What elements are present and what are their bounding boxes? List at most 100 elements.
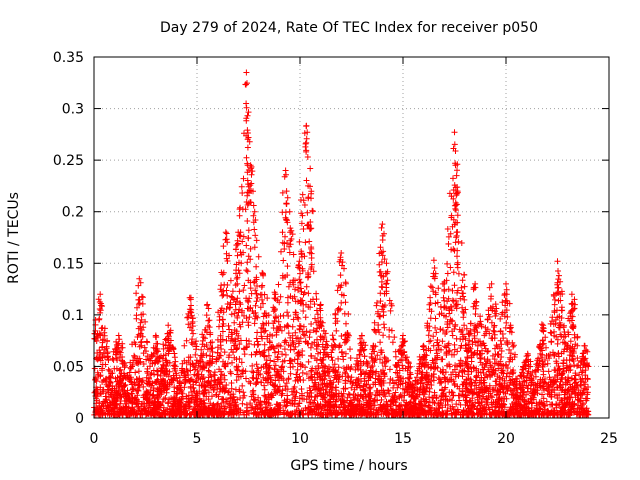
data-point: [181, 406, 187, 413]
data-point: [338, 291, 345, 298]
data-point: [265, 320, 272, 327]
data-point: [265, 352, 272, 359]
data-point: [249, 368, 256, 375]
data-point: [227, 368, 234, 375]
data-point: [100, 398, 107, 405]
data-point: [441, 343, 448, 350]
data-point: [229, 288, 236, 295]
data-point: [234, 280, 241, 287]
data-point: [116, 411, 123, 418]
data-point: [220, 386, 227, 393]
data-point: [533, 402, 540, 409]
data-point: [307, 329, 313, 336]
data-point: [241, 351, 248, 358]
data-point: [279, 390, 286, 397]
data-point: [96, 402, 103, 409]
data-point: [374, 299, 380, 306]
data-point: [320, 349, 327, 356]
data-point: [239, 368, 246, 375]
data-point: [379, 360, 386, 366]
data-point: [396, 367, 403, 374]
data-point: [478, 381, 485, 387]
data-point: [560, 357, 567, 364]
data-point: [470, 390, 477, 397]
data-point: [473, 365, 480, 372]
data-point: [450, 175, 456, 182]
data-point: [534, 360, 541, 367]
data-point: [373, 329, 379, 336]
data-point: [140, 361, 147, 367]
data-point: [392, 369, 399, 376]
data-point: [338, 299, 345, 306]
data-point: [417, 384, 424, 391]
data-point: [233, 298, 240, 305]
data-point: [387, 398, 394, 405]
data-point: [254, 378, 261, 385]
data-point: [358, 362, 364, 369]
data-point: [314, 336, 320, 343]
data-point: [512, 382, 519, 389]
data-point: [245, 299, 252, 305]
data-point: [403, 354, 410, 361]
data-point: [255, 253, 262, 260]
data-point: [271, 408, 278, 415]
data-point: [208, 384, 214, 391]
data-point: [138, 327, 145, 333]
data-point: [459, 373, 466, 380]
data-point: [308, 264, 315, 270]
data-point: [122, 404, 129, 411]
data-point: [364, 362, 371, 369]
data-point: [419, 409, 426, 416]
data-point: [213, 391, 220, 398]
data-point: [466, 398, 473, 405]
data-point: [141, 400, 148, 407]
data-point: [254, 283, 260, 289]
data-point: [556, 370, 563, 377]
data-point: [551, 301, 558, 308]
data-point: [568, 375, 575, 382]
data-point: [231, 319, 238, 326]
data-point: [402, 365, 409, 372]
data-point: [548, 338, 555, 345]
data-point: [355, 392, 361, 398]
data-point: [388, 300, 395, 307]
data-point: [263, 360, 270, 367]
data-point: [442, 330, 449, 337]
data-point: [178, 389, 185, 396]
data-point: [146, 398, 153, 405]
data-point: [147, 355, 153, 362]
data-point: [456, 369, 463, 376]
data-point: [199, 331, 206, 338]
data-point: [98, 325, 105, 332]
data-point: [103, 343, 110, 350]
data-point: [452, 239, 459, 246]
data-point: [169, 411, 176, 418]
data-point: [208, 373, 215, 380]
data-point: [562, 409, 569, 416]
data-point: [432, 409, 439, 416]
data-point: [268, 393, 274, 400]
data-point: [300, 226, 307, 232]
data-point: [311, 339, 318, 346]
data-point: [342, 280, 349, 287]
data-point: [150, 385, 157, 391]
data-point: [458, 342, 465, 349]
data-point: [236, 306, 243, 313]
data-point: [471, 326, 477, 333]
data-point: [301, 202, 308, 208]
data-point: [237, 301, 244, 308]
data-point: [297, 279, 304, 286]
data-point: [507, 324, 514, 331]
data-point: [386, 326, 393, 333]
data-point: [231, 408, 238, 415]
data-point: [256, 411, 263, 418]
data-point: [363, 381, 370, 388]
data-point: [431, 400, 438, 406]
data-point: [239, 307, 245, 314]
data-point: [518, 384, 525, 391]
data-point: [287, 400, 294, 407]
data-point: [269, 332, 276, 339]
data-point: [280, 377, 287, 384]
data-point: [171, 400, 178, 407]
data-point: [468, 406, 475, 413]
